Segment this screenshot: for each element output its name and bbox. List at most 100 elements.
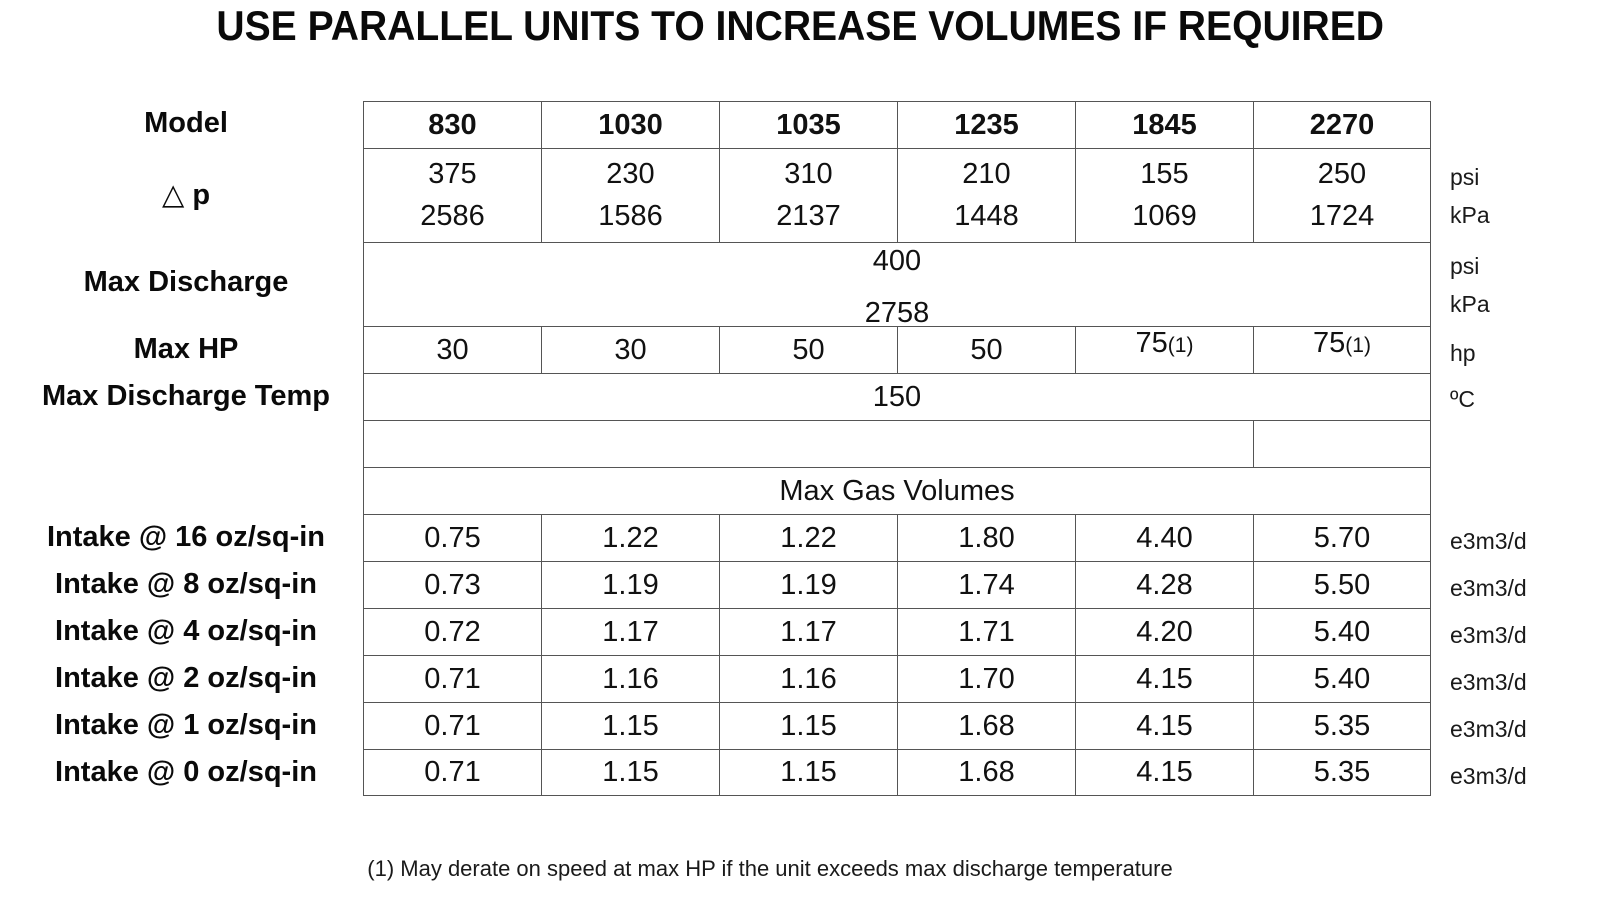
unit-max-discharge-psi: psi (1450, 253, 1480, 279)
page-title: USE PARALLEL UNITS TO INCREASE VOLUMES I… (216, 2, 1384, 49)
delta-p-psi: 210 (962, 157, 1011, 190)
gas-volume-cell: 1.71 (897, 608, 1076, 656)
gas-volume-cell: 4.15 (1075, 702, 1254, 750)
gas-volumes-header: Max Gas Volumes (363, 467, 1431, 515)
row-label-intake-16: Intake @ 16 oz/sq-in (46, 521, 326, 553)
delta-p-psi: 250 (1317, 157, 1367, 190)
gas-volume-value: 5.40 (1313, 615, 1371, 648)
gas-volume-value: 1.17 (780, 615, 837, 648)
blank-cell (363, 420, 1254, 468)
max-hp-cell: 75 (1) (1253, 326, 1431, 374)
model-1030: 1030 (598, 108, 663, 141)
unit-temp: ºC (1450, 386, 1476, 412)
gas-volume-cell: 1.22 (541, 514, 720, 562)
unit-volume: e3m3/d (1450, 763, 1527, 789)
gas-volume-value: 5.35 (1313, 709, 1371, 742)
model-cell: 2270 (1253, 101, 1431, 149)
gas-volume-cell: 1.68 (897, 749, 1076, 796)
gas-volume-value: 0.72 (424, 615, 481, 648)
gas-volume-cell: 0.75 (363, 514, 542, 562)
row-label-max-hp: Max HP (133, 333, 239, 365)
gas-volume-value: 1.71 (958, 615, 1015, 648)
gas-volume-cell: 1.17 (719, 608, 898, 656)
row-label-intake-1: Intake @ 1 oz/sq-in (55, 709, 317, 741)
model-cell: 1030 (541, 101, 720, 149)
gas-volume-value: 4.15 (1136, 756, 1193, 788)
gas-volume-value: 1.16 (602, 662, 659, 695)
gas-volume-cell: 5.40 (1253, 655, 1431, 703)
gas-volume-cell: 1.16 (719, 655, 898, 703)
row-label-delta-p: △ p (161, 179, 211, 211)
row-label-intake-8: Intake @ 8 oz/sq-in (55, 568, 317, 600)
gas-volume-cell: 1.74 (897, 561, 1076, 609)
gas-volume-cell: 1.22 (719, 514, 898, 562)
max-discharge-cell: 400 2758 (363, 242, 1431, 329)
max-discharge-psi: 400 (872, 245, 922, 277)
gas-volume-cell: 4.15 (1075, 749, 1254, 796)
delta-p-psi: 310 (784, 157, 833, 190)
gas-volume-cell: 5.50 (1253, 561, 1431, 609)
max-discharge-temp-cell: 150 (363, 373, 1431, 421)
max-hp-value: 75 (1313, 327, 1346, 359)
gas-volume-value: 5.70 (1313, 521, 1371, 554)
gas-volume-cell: 1.15 (719, 749, 898, 796)
gas-volume-value: 0.71 (424, 662, 481, 695)
unit-volume: e3m3/d (1450, 575, 1527, 601)
delta-p-kpa: 1448 (954, 200, 1019, 233)
max-hp-value: 75 (1135, 327, 1168, 359)
gas-volume-value: 1.15 (602, 756, 659, 788)
model-1845: 1845 (1132, 108, 1197, 141)
gas-volume-value: 0.71 (424, 756, 481, 788)
gas-volume-value: 1.22 (780, 521, 837, 554)
unit-volume: e3m3/d (1450, 716, 1527, 742)
gas-volume-value: 1.70 (958, 662, 1015, 695)
gas-volume-value: 1.74 (958, 568, 1015, 601)
unit-max-hp: hp (1450, 340, 1476, 366)
gas-volume-value: 5.50 (1313, 568, 1371, 601)
row-label-intake-4: Intake @ 4 oz/sq-in (55, 615, 317, 647)
row-label-max-discharge: Max Discharge (83, 266, 289, 298)
gas-volume-cell: 1.68 (897, 702, 1076, 750)
gas-volume-cell: 0.71 (363, 749, 542, 796)
gas-volume-cell: 1.17 (541, 608, 720, 656)
gas-volume-cell: 4.15 (1075, 655, 1254, 703)
gas-volume-value: 1.22 (602, 521, 659, 554)
unit-max-discharge-kpa: kPa (1450, 291, 1490, 317)
footnote-mark: (1) (1167, 334, 1194, 357)
gas-volume-value: 4.28 (1136, 568, 1193, 601)
model-1235: 1235 (954, 108, 1019, 141)
delta-p-cell: 155 1069 (1075, 148, 1254, 243)
delta-p-cell: 310 2137 (719, 148, 898, 243)
delta-p-kpa: 1586 (598, 200, 663, 233)
gas-volume-cell: 4.28 (1075, 561, 1254, 609)
unit-delta-p-kpa: kPa (1450, 202, 1490, 228)
gas-volume-cell: 0.71 (363, 655, 542, 703)
gas-volume-cell: 4.40 (1075, 514, 1254, 562)
gas-volume-value: 1.17 (602, 615, 659, 648)
max-hp-value: 30 (436, 333, 469, 366)
model-cell: 1845 (1075, 101, 1254, 149)
gas-volume-value: 1.19 (780, 568, 837, 601)
delta-p-kpa: 2586 (420, 200, 485, 233)
unit-volume: e3m3/d (1450, 669, 1527, 695)
gas-volume-cell: 0.73 (363, 561, 542, 609)
gas-volume-cell: 1.19 (541, 561, 720, 609)
gas-volume-value: 1.19 (602, 568, 659, 601)
gas-volume-cell: 1.70 (897, 655, 1076, 703)
unit-volume: e3m3/d (1450, 528, 1527, 554)
model-cell: 1035 (719, 101, 898, 149)
footnote-mark: (1) (1345, 334, 1371, 357)
max-hp-cell: 30 (541, 326, 720, 374)
gas-volume-value: 1.68 (958, 756, 1015, 788)
gas-volume-cell: 0.71 (363, 702, 542, 750)
gas-volume-value: 5.35 (1313, 756, 1371, 788)
gas-volume-value: 0.71 (424, 709, 481, 742)
gas-volume-value: 0.75 (424, 521, 481, 554)
max-hp-cell: 50 (719, 326, 898, 374)
unit-delta-p-psi: psi (1450, 164, 1480, 190)
gas-volume-value: 5.40 (1313, 662, 1371, 695)
gas-volume-cell: 1.80 (897, 514, 1076, 562)
gas-volume-value: 4.15 (1136, 709, 1193, 742)
model-830: 830 (428, 108, 477, 141)
gas-volume-value: 1.80 (958, 521, 1015, 554)
